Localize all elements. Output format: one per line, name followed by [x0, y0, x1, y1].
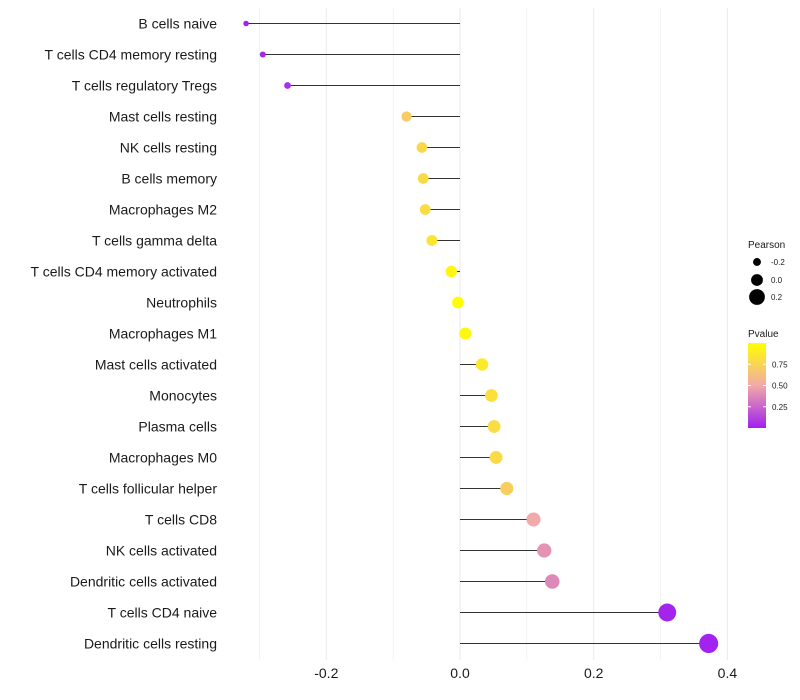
point-2	[284, 82, 291, 89]
category-label-7: T cells gamma delta	[92, 233, 217, 249]
legend-pvalue-label-2: 0.25	[772, 403, 788, 412]
point-11	[475, 358, 489, 371]
legend-pvalue-title: Pvalue	[748, 329, 779, 340]
legend-pearson-label-0: -0.2	[771, 258, 785, 267]
grid-lines	[259, 8, 728, 660]
category-label-5: B cells memory	[121, 171, 217, 187]
category-label-15: T cells follicular helper	[79, 481, 218, 497]
legend-pvalue-label-0: 0.75	[772, 360, 788, 369]
legend-pvalue: Pvalue 0.75 0.50 0.25	[748, 329, 788, 428]
point-0	[243, 20, 249, 27]
legend-pearson-label-2: 0.2	[771, 293, 783, 302]
category-label-18: Dendritic cells activated	[70, 574, 217, 590]
point-7	[426, 234, 438, 247]
category-label-1: T cells CD4 memory resting	[45, 47, 217, 63]
point-14	[489, 451, 503, 464]
x-tick-labels: -0.2 0.0 0.2 0.4	[314, 665, 737, 681]
point-13	[487, 420, 501, 433]
category-label-11: Mast cells activated	[95, 357, 217, 373]
point-15	[500, 481, 514, 496]
point-4	[416, 142, 428, 153]
category-label-9: Neutrophils	[146, 295, 217, 311]
category-label-19: T cells CD4 naive	[108, 605, 218, 621]
x-tick-label-2: 0.2	[584, 665, 604, 681]
point-18	[544, 574, 560, 589]
category-label-10: Macrophages M1	[109, 326, 217, 342]
x-tick-label-1: 0.0	[450, 665, 470, 681]
category-label-2: T cells regulatory Tregs	[72, 78, 217, 94]
category-label-13: Plasma cells	[138, 419, 217, 435]
point-5	[417, 173, 429, 184]
stems	[246, 22, 709, 645]
point-3	[401, 111, 412, 122]
point-12	[485, 389, 498, 402]
legend-pearson-title: Pearson	[748, 240, 785, 251]
point-16	[526, 512, 541, 527]
point-19	[658, 603, 677, 622]
legend-pearson-key-0	[753, 258, 761, 266]
category-label-17: NK cells activated	[106, 543, 217, 559]
category-label-3: Mast cells resting	[109, 109, 217, 125]
legend-pearson: Pearson -0.2 0.0 0.2	[748, 240, 785, 305]
point-20	[699, 633, 719, 654]
category-labels: B cells naive T cells CD4 memory resting T…	[31, 16, 218, 652]
category-label-6: Macrophages M2	[109, 202, 217, 218]
category-label-8: T cells CD4 memory activated	[31, 264, 217, 280]
category-label-14: Macrophages M0	[109, 450, 217, 466]
point-9	[452, 296, 464, 309]
point-17	[537, 543, 552, 558]
legend-pearson-label-1: 0.0	[771, 276, 783, 285]
legend-pearson-key-2	[749, 289, 765, 305]
category-label-4: NK cells resting	[120, 140, 217, 156]
point-8	[445, 265, 458, 278]
point-6	[419, 204, 431, 215]
x-tick-label-3: 0.4	[718, 665, 738, 681]
category-label-12: Monocytes	[149, 388, 217, 404]
point-1	[259, 51, 266, 58]
point-10	[459, 327, 472, 340]
x-tick-label-0: -0.2	[314, 665, 338, 681]
legend-pvalue-label-1: 0.50	[772, 382, 788, 391]
points	[243, 20, 719, 654]
category-label-20: Dendritic cells resting	[84, 636, 217, 652]
legend-pvalue-colorbar	[748, 343, 766, 428]
legend-pearson-key-1	[751, 274, 763, 286]
category-label-0: B cells naive	[138, 16, 217, 32]
category-label-16: T cells CD8	[145, 512, 217, 528]
